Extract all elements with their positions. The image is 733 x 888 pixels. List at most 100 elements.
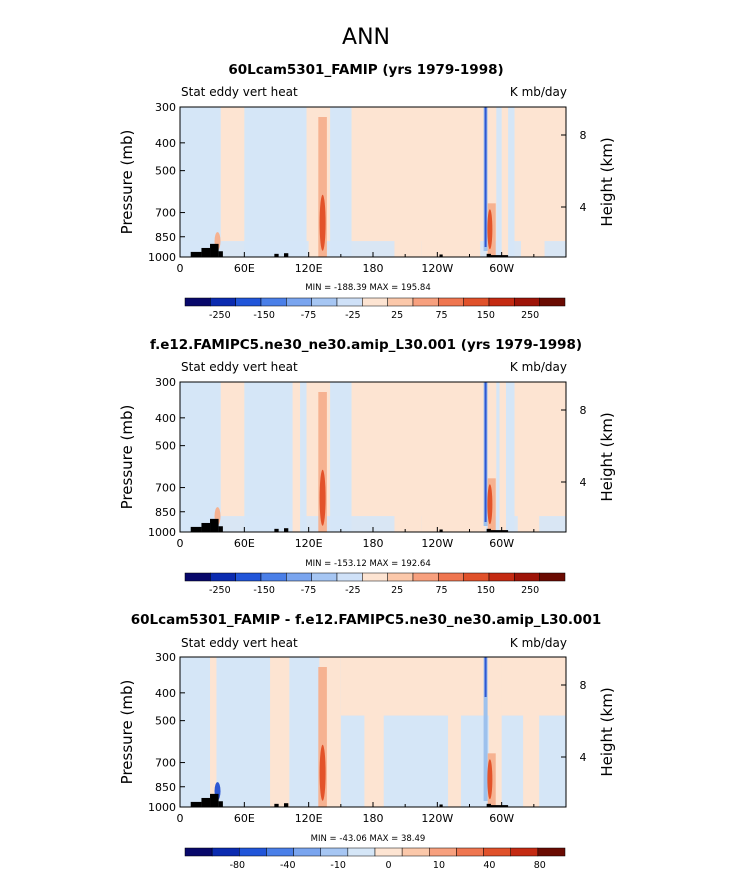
y-tick-label: 700 — [155, 482, 176, 495]
topography-block — [490, 255, 509, 257]
colorbar-swatch — [260, 572, 287, 582]
y-tick-label: 700 — [155, 757, 176, 770]
panel-1-y-ticks: 300 400 500 700 850 1000 — [148, 101, 185, 264]
panel-3-y-right-ticks: 84 — [561, 679, 587, 764]
colorbar-tick-label: 25 — [391, 585, 403, 596]
colorbar-swatch — [320, 847, 349, 857]
topography-block — [210, 243, 219, 257]
y-tick-label: 700 — [155, 207, 176, 220]
colorbar-swatch — [463, 572, 490, 582]
topography-block — [190, 801, 202, 807]
colorbar-tick-label: 150 — [477, 310, 495, 321]
field-band — [421, 107, 481, 257]
y-tick-label: 850 — [155, 231, 176, 244]
field-band — [523, 657, 540, 807]
colorbar-swatch — [210, 297, 236, 307]
colorbar-tick-label: 25 — [391, 310, 403, 321]
colorbar-swatch — [438, 572, 464, 582]
colorbar-swatch — [362, 297, 388, 307]
colorbar-swatch — [463, 297, 490, 307]
topography-block — [486, 528, 491, 532]
panel-1-subtitle-right: K mb/day — [510, 85, 567, 99]
colorbar-swatch — [514, 297, 540, 307]
colorbar-swatch — [235, 572, 262, 582]
positive-plume-core — [487, 209, 493, 250]
field-band — [520, 107, 545, 257]
y-right-tick-label: 4 — [580, 751, 587, 764]
positive-plume-outer — [318, 117, 327, 257]
topography-block — [284, 528, 289, 532]
panel-3-ylabel-right: Height (km) — [598, 687, 616, 776]
panel-1-x-ticks: 0 60E 120E 180 120W 60W — [177, 252, 535, 275]
topography-block — [210, 518, 219, 532]
panel-1-colorbar: -250 -150 -75 -25 25 75 150 250 — [184, 297, 566, 321]
panel-3-colorbar: -80 -40 -10 0 10 40 80 — [184, 847, 566, 871]
colorbar-swatch — [387, 572, 414, 582]
panel-1-subtitle-left: Stat eddy vert heat — [181, 85, 298, 99]
x-tick-label: 60W — [489, 812, 514, 825]
x-tick-label: 60W — [489, 262, 514, 275]
colorbar-tick-label: -75 — [301, 585, 317, 596]
field-region-negative — [330, 382, 352, 532]
panel-1-plot-area — [179, 106, 567, 258]
colorbar-swatch — [514, 572, 540, 582]
colorbar-swatch — [211, 847, 240, 857]
panel-1-ylabel-right: Height (km) — [598, 137, 616, 226]
y-tick-label: 300 — [155, 651, 176, 664]
panel-1-ylabel: Pressure (mb) — [118, 130, 136, 235]
y-right-tick-label: 8 — [580, 129, 587, 142]
colorbar-tick-label: -150 — [253, 585, 275, 596]
topography-block — [218, 251, 223, 257]
y-right-tick-label: 4 — [580, 476, 587, 489]
colorbar-swatch — [510, 847, 539, 857]
colorbar-tick-label: -250 — [209, 310, 231, 321]
field-band — [421, 382, 486, 532]
x-tick-label: 60E — [234, 812, 255, 825]
y-tick-label: 400 — [155, 687, 176, 700]
topography-block — [439, 254, 443, 257]
colorbar-tick-label: 250 — [521, 310, 539, 321]
x-tick-label: 120W — [421, 537, 453, 550]
x-tick-label: 120E — [295, 262, 323, 275]
y-tick-label: 850 — [155, 781, 176, 794]
panel-2-y-ticks: 300 400 500 700 850 1000 — [148, 376, 185, 539]
figure-title: ANN — [342, 25, 390, 50]
colorbar-swatch — [488, 572, 515, 582]
colorbar-tick-label: -25 — [345, 310, 361, 321]
y-tick-label: 400 — [155, 137, 176, 150]
colorbar-tick-label: -40 — [280, 860, 296, 871]
positive-plume-core — [487, 759, 493, 800]
x-tick-label: 120W — [421, 262, 453, 275]
colorbar-swatch — [311, 297, 338, 307]
colorbar-swatch — [184, 847, 213, 857]
colorbar-tick-label: -25 — [345, 585, 361, 596]
field-band — [364, 657, 384, 807]
x-tick-label: 180 — [363, 262, 384, 275]
y-tick-label: 500 — [155, 440, 176, 453]
panel-2-ylabel: Pressure (mb) — [118, 405, 136, 510]
colorbar-swatch — [239, 847, 267, 857]
positive-plume-core — [319, 469, 326, 526]
panel-3-stats: MIN = -43.06 MAX = 38.49 — [311, 834, 426, 844]
positive-plume-outer — [318, 667, 327, 807]
topography-block — [190, 526, 202, 532]
y-tick-label: 400 — [155, 412, 176, 425]
panel-1: 60Lcam5301_FAMIP (yrs 1979-1998) Stat ed… — [118, 62, 616, 321]
panel-3-subtitle-left: Stat eddy vert heat — [181, 636, 298, 650]
topography-block — [486, 253, 491, 257]
field-band — [210, 657, 217, 807]
topography-block — [190, 251, 202, 257]
x-tick-label: 180 — [363, 812, 384, 825]
colorbar-swatch — [456, 847, 484, 857]
colorbar-tick-label: 10 — [433, 860, 445, 871]
panel-2-colorbar: -250 -150 -75 -25 25 75 150 250 — [184, 572, 566, 596]
colorbar-swatch — [286, 297, 312, 307]
panel-1-title: 60Lcam5301_FAMIP (yrs 1979-1998) — [228, 62, 503, 78]
panel-3-ylabel: Pressure (mb) — [118, 680, 136, 785]
negative-column-core — [484, 107, 487, 247]
field-band — [448, 657, 461, 807]
y-tick-label: 500 — [155, 165, 176, 178]
positive-plume-core — [487, 484, 493, 525]
panel-3-y-ticks: 300 400 500 700 850 1000 — [148, 651, 185, 814]
